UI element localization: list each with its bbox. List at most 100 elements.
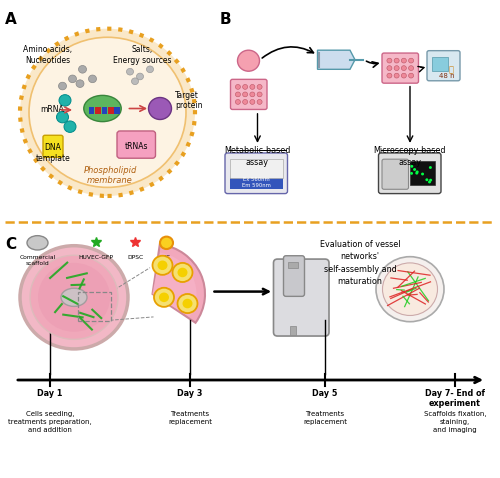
FancyBboxPatch shape	[284, 256, 304, 296]
Circle shape	[68, 75, 76, 83]
Circle shape	[257, 85, 262, 89]
Bar	[230, 159, 282, 178]
Circle shape	[428, 181, 431, 184]
Circle shape	[154, 288, 174, 307]
Text: DPSC: DPSC	[127, 255, 143, 260]
Text: mRNA: mRNA	[40, 106, 64, 114]
Text: B: B	[220, 12, 232, 27]
Circle shape	[152, 256, 172, 275]
Bar	[432, 57, 448, 71]
FancyBboxPatch shape	[43, 135, 63, 157]
Text: Ex 560nm
Em 590nm: Ex 560nm Em 590nm	[242, 177, 270, 188]
Circle shape	[376, 257, 444, 322]
FancyBboxPatch shape	[378, 153, 441, 194]
Circle shape	[429, 166, 432, 169]
Circle shape	[387, 73, 392, 78]
Circle shape	[236, 85, 240, 89]
Circle shape	[408, 65, 414, 71]
Polygon shape	[318, 50, 355, 69]
Circle shape	[416, 171, 418, 174]
Text: Microscopy-based
assay: Microscopy-based assay	[374, 146, 446, 167]
Circle shape	[257, 92, 262, 97]
Text: 48 h: 48 h	[438, 73, 454, 78]
Circle shape	[238, 50, 260, 71]
Circle shape	[148, 98, 172, 120]
Bar	[88, 107, 94, 114]
Ellipse shape	[27, 236, 48, 250]
Circle shape	[408, 73, 414, 78]
Circle shape	[182, 299, 192, 308]
Text: Cells seeding,
treatments preparation,
and addition: Cells seeding, treatments preparation, a…	[8, 411, 92, 433]
Circle shape	[29, 37, 186, 187]
Text: tRNAs: tRNAs	[125, 142, 148, 151]
Circle shape	[146, 66, 154, 73]
Circle shape	[59, 95, 71, 106]
FancyBboxPatch shape	[117, 131, 156, 158]
Text: Scaffolds fixation,
staining,
and imaging: Scaffolds fixation, staining, and imagin…	[424, 411, 486, 433]
Bar	[288, 262, 298, 268]
Circle shape	[408, 58, 414, 63]
Circle shape	[20, 29, 195, 196]
Circle shape	[76, 80, 84, 87]
FancyBboxPatch shape	[382, 53, 418, 83]
Circle shape	[410, 172, 413, 175]
Bar	[102, 107, 107, 114]
Bar	[290, 326, 296, 335]
Circle shape	[88, 75, 96, 83]
Circle shape	[394, 58, 399, 63]
Text: Day 1: Day 1	[38, 389, 62, 398]
Circle shape	[402, 73, 406, 78]
Text: Day 7- End of
experiment: Day 7- End of experiment	[425, 389, 485, 408]
Wedge shape	[152, 244, 205, 323]
Circle shape	[58, 82, 66, 90]
Bar	[108, 107, 114, 114]
Circle shape	[160, 237, 173, 249]
Bar	[230, 178, 282, 189]
Text: Commercial
scaffold: Commercial scaffold	[20, 255, 56, 266]
Circle shape	[402, 65, 406, 71]
FancyBboxPatch shape	[427, 51, 460, 81]
Circle shape	[387, 58, 392, 63]
Circle shape	[178, 268, 188, 277]
FancyBboxPatch shape	[225, 153, 288, 194]
Text: HUVEC-GFP: HUVEC-GFP	[78, 255, 114, 260]
Text: Evaluation of vessel
networks'
self-assembly and
maturation: Evaluation of vessel networks' self-asse…	[320, 240, 400, 286]
Circle shape	[250, 85, 255, 89]
Circle shape	[421, 173, 424, 175]
Bar	[95, 107, 100, 114]
Circle shape	[242, 99, 248, 104]
Circle shape	[382, 263, 438, 315]
Ellipse shape	[61, 288, 87, 306]
Text: Phospholipid
membrane: Phospholipid membrane	[84, 166, 136, 185]
Circle shape	[56, 111, 68, 123]
Text: Treatments
replacement: Treatments replacement	[168, 411, 212, 425]
Bar	[114, 107, 120, 114]
Circle shape	[426, 178, 428, 181]
Circle shape	[136, 73, 143, 80]
Circle shape	[394, 65, 399, 71]
Text: Amino acids,
Nucleotides: Amino acids, Nucleotides	[23, 45, 72, 65]
FancyBboxPatch shape	[230, 79, 267, 109]
FancyBboxPatch shape	[382, 159, 408, 189]
Circle shape	[242, 85, 248, 89]
Circle shape	[64, 121, 76, 132]
Circle shape	[402, 58, 406, 63]
Circle shape	[178, 294, 198, 313]
Text: SC: SC	[162, 255, 170, 260]
Circle shape	[236, 99, 240, 104]
Circle shape	[158, 261, 168, 270]
Circle shape	[416, 172, 418, 174]
Text: Target
protein: Target protein	[175, 91, 203, 110]
Circle shape	[20, 246, 128, 349]
Circle shape	[38, 263, 110, 332]
Circle shape	[132, 78, 138, 85]
FancyBboxPatch shape	[274, 259, 329, 336]
Text: Day 5: Day 5	[312, 389, 338, 398]
Circle shape	[78, 65, 86, 73]
Circle shape	[413, 168, 416, 171]
Text: C: C	[5, 237, 16, 251]
Text: Metabolic-based
assay: Metabolic-based assay	[224, 146, 290, 167]
Circle shape	[30, 255, 118, 339]
Text: ⧗: ⧗	[448, 65, 454, 74]
Circle shape	[410, 165, 414, 168]
